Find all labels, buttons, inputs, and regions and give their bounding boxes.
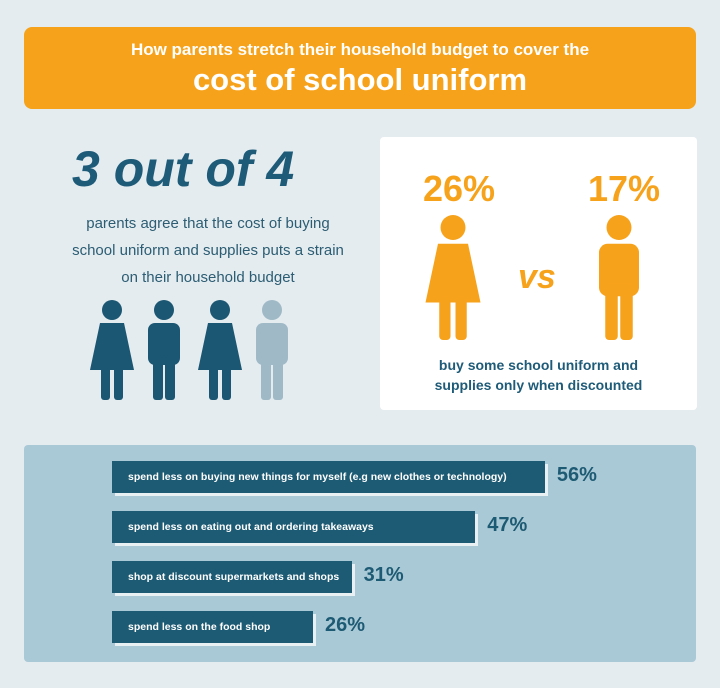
bar-value-label: 56% [556,464,597,486]
bar [112,461,545,493]
stat-line: school uniform and supplies puts a strai… [72,242,344,259]
bar-value-label: 31% [363,564,404,586]
comparison-caption: buy some school uniform and supplies onl… [380,355,697,395]
header-subtitle: How parents stretch their household budg… [130,40,590,59]
stat-headline: 3 out of 4 [72,141,295,197]
bar [112,511,476,543]
bar [112,611,313,643]
header-title: cost of school uniform [192,62,528,97]
header: How parents stretch their household budg… [24,27,696,109]
female-icon [198,300,242,400]
bar-value-label: 26% [324,614,365,636]
female-icon [425,215,481,340]
male-icon [148,300,180,400]
caption-line: supplies only when discounted [434,377,643,393]
stat-line: parents agree that the cost of buying [86,215,330,232]
male-percent: 17% [588,168,661,209]
female-icon [90,300,134,400]
male-icon [256,300,288,400]
bar-label: spend less on the food shop [128,621,271,633]
bar [112,561,352,593]
bar-label: spend less on eating out and ordering ta… [128,521,374,533]
bar-label: spend less on buying new things for myse… [128,471,507,483]
male-icon [599,215,639,340]
stat-text: parents agree that the cost of buying sc… [58,210,358,291]
versus: vs [518,258,556,296]
bar-value-label: 47% [487,514,528,536]
female-percent: 26% [423,168,496,209]
caption-line: buy some school uniform and [438,357,639,373]
bar-label: shop at discount supermarkets and shops [128,571,340,583]
stat-line: on their household budget [121,269,295,286]
